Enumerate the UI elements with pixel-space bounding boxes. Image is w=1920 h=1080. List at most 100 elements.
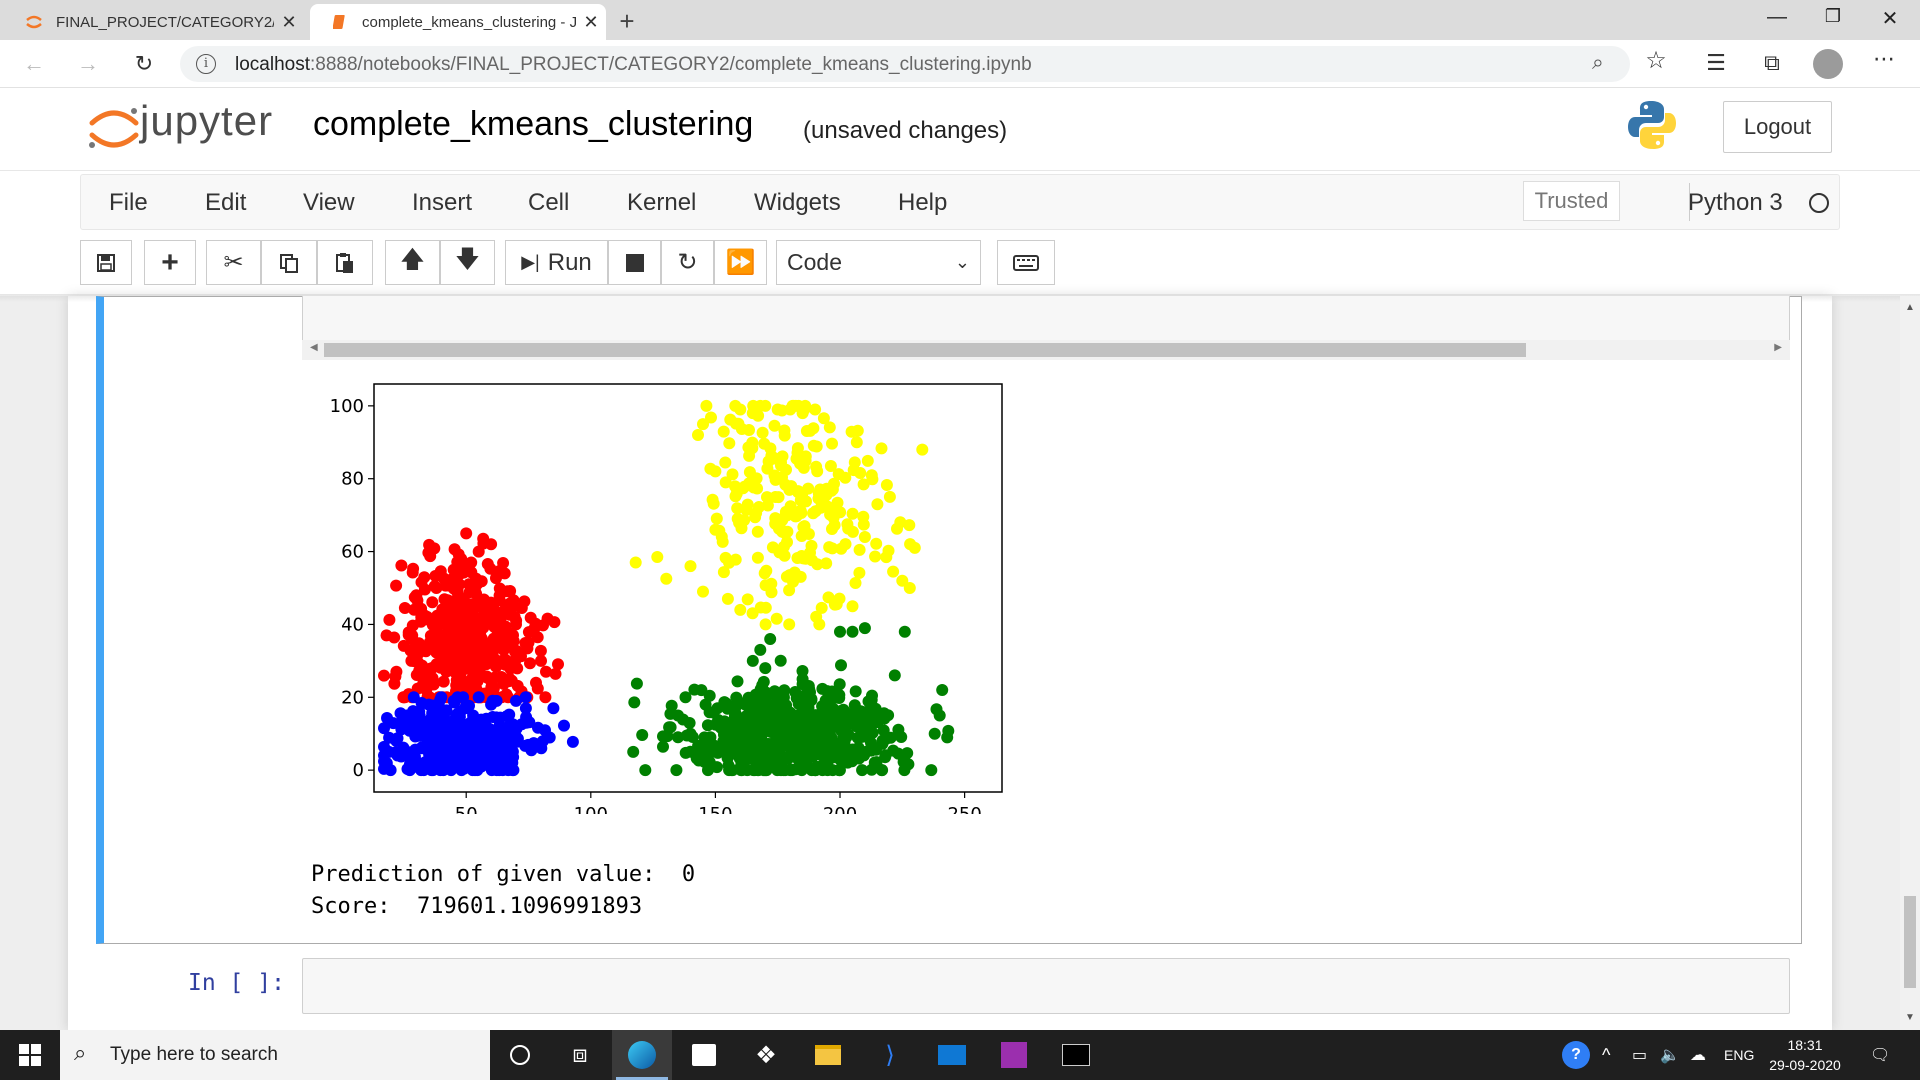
scatter-point-cluster-3 (759, 601, 772, 614)
cell-type-select[interactable]: Code ⌄ (776, 240, 981, 285)
back-icon[interactable]: ← (23, 51, 45, 76)
scatter-point-cluster-3 (743, 466, 756, 479)
insert-cell-button[interactable]: + (144, 240, 196, 285)
battery-icon[interactable]: ▭ (1632, 1047, 1648, 1064)
zoom-icon[interactable]: ⌕ (1592, 51, 1604, 74)
onenote-icon[interactable] (984, 1030, 1044, 1080)
scatter-point-cluster-1 (499, 749, 512, 762)
scatter-point-cluster-3 (866, 473, 879, 486)
notifications-icon[interactable]: 🗨 (1870, 1047, 1891, 1064)
taskbar-search[interactable]: ⌕ Type here to search (60, 1030, 490, 1080)
scroll-up-icon[interactable]: ▲ (1905, 302, 1915, 313)
jupyter-logo-icon[interactable] (84, 99, 284, 159)
url-text[interactable]: localhost:8888/notebooks/FINAL_PROJECT/C… (235, 54, 1032, 76)
save-button[interactable] (80, 240, 132, 285)
mail-icon[interactable] (922, 1030, 982, 1080)
store-icon[interactable] (674, 1030, 734, 1080)
new-tab-icon[interactable]: + (619, 6, 635, 36)
notebook-title[interactable]: complete_kmeans_clustering (313, 105, 754, 143)
scatter-point-cluster-3 (734, 603, 747, 616)
start-button[interactable] (0, 1030, 60, 1080)
favorites-list-icon[interactable]: ☰ (1706, 50, 1726, 75)
menu-edit[interactable]: Edit (205, 189, 247, 216)
selected-code-cell[interactable] (96, 296, 1802, 944)
scatter-point-cluster-0 (453, 598, 466, 611)
plot-points (378, 399, 955, 777)
move-up-button[interactable]: 🡅 (385, 240, 440, 285)
file-explorer-icon[interactable] (798, 1030, 858, 1080)
horizontal-scrollbar[interactable]: ◀ ▶ (302, 340, 1790, 360)
volume-icon[interactable]: 🔈 (1660, 1047, 1680, 1064)
minimize-icon[interactable]: — (1767, 6, 1787, 28)
system-clock[interactable]: 18:31 29-09-2020 (1760, 1035, 1850, 1075)
profile-icon[interactable] (1813, 49, 1843, 79)
scatter-point-cluster-0 (390, 665, 403, 678)
terminal-icon[interactable] (1046, 1030, 1106, 1080)
scatter-point-cluster-2 (760, 746, 773, 759)
trusted-indicator[interactable]: Trusted (1523, 181, 1620, 221)
scatter-point-cluster-1 (566, 735, 579, 748)
cut-button[interactable]: ✂ (206, 240, 261, 285)
menu-widgets[interactable]: Widgets (754, 189, 841, 216)
vertical-scrollbar[interactable]: ▲ ▼ (1900, 296, 1920, 1030)
paste-button[interactable] (317, 240, 373, 285)
close-tab-icon[interactable]: ✕ (583, 11, 599, 32)
onedrive-icon[interactable]: ☁ (1690, 1047, 1706, 1064)
address-bar[interactable]: i localhost:8888/notebooks/FINAL_PROJECT… (180, 46, 1630, 82)
favorite-star-icon[interactable]: ☆ (1645, 47, 1667, 74)
scatter-point-cluster-3 (719, 476, 732, 489)
edge-browser-icon[interactable] (612, 1030, 672, 1080)
command-palette-button[interactable] (997, 240, 1055, 285)
menu-cell[interactable]: Cell (528, 189, 570, 216)
site-info-icon[interactable]: i (196, 54, 216, 74)
empty-code-cell-input[interactable] (302, 958, 1790, 1014)
kernel-name[interactable]: Python 3 (1688, 189, 1783, 216)
vertical-scrollbar-thumb[interactable] (1904, 896, 1916, 988)
copy-button[interactable] (261, 240, 317, 285)
refresh-icon[interactable]: ↻ (134, 51, 154, 76)
browser-tab-file-tree[interactable]: FINAL_PROJECT/CATEGORY2/ ✕ (4, 4, 304, 40)
restart-run-all-button[interactable]: ⏩ (714, 240, 767, 285)
help-icon[interactable]: ? (1562, 1030, 1590, 1080)
restart-button[interactable]: ↻ (661, 240, 714, 285)
menu-help[interactable]: Help (898, 189, 948, 216)
scatter-point-cluster-3 (795, 530, 808, 542)
logout-button[interactable]: Logout (1723, 101, 1832, 153)
scatter-point-cluster-1 (422, 698, 435, 711)
menu-kernel[interactable]: Kernel (627, 189, 697, 216)
scatter-point-cluster-2 (833, 764, 846, 777)
cortana-icon[interactable] (490, 1030, 550, 1080)
forward-icon[interactable]: → (77, 51, 99, 76)
close-tab-icon[interactable]: ✕ (281, 11, 297, 32)
scrollbar-thumb[interactable] (324, 343, 1526, 357)
language-indicator[interactable]: ENG (1724, 1047, 1755, 1063)
menu-insert[interactable]: Insert (412, 189, 473, 216)
menu-file[interactable]: File (109, 189, 148, 216)
scatter-point-cluster-3 (768, 452, 781, 465)
scatter-point-cluster-1 (494, 732, 507, 745)
scatter-point-cluster-0 (420, 684, 433, 696)
menu-view[interactable]: View (303, 189, 355, 216)
browser-tab-notebook[interactable]: complete_kmeans_clustering - Ju ✕ (310, 4, 606, 40)
close-window-icon[interactable]: ✕ (1881, 8, 1899, 30)
restore-icon[interactable]: ❐ (1824, 6, 1842, 26)
scatter-point-cluster-1 (439, 738, 452, 751)
interrupt-button[interactable] (608, 240, 661, 285)
scatter-point-cluster-3 (726, 468, 739, 481)
move-down-button[interactable]: 🡇 (440, 240, 495, 285)
scatter-point-cluster-0 (476, 596, 488, 609)
scatter-point-cluster-0 (491, 609, 504, 622)
more-icon[interactable]: ⋯ (1873, 46, 1895, 71)
scatter-point-cluster-2 (749, 744, 762, 757)
scatter-point-cluster-0 (449, 666, 462, 678)
scroll-left-icon[interactable]: ◀ (310, 342, 318, 353)
chevron-up-icon[interactable]: ^ (1602, 1044, 1611, 1065)
collections-icon[interactable]: ⧉ (1764, 50, 1780, 75)
vscode-icon[interactable]: ⟩ (885, 1041, 895, 1069)
scroll-down-icon[interactable]: ▼ (1905, 1012, 1915, 1023)
scatter-point-cluster-1 (558, 719, 570, 732)
task-view-icon[interactable]: ⧈ (572, 1041, 588, 1068)
scroll-right-icon[interactable]: ▶ (1774, 342, 1782, 353)
dropbox-icon[interactable]: ❖ (755, 1041, 777, 1069)
run-button[interactable]: ▶| Run (505, 240, 608, 285)
